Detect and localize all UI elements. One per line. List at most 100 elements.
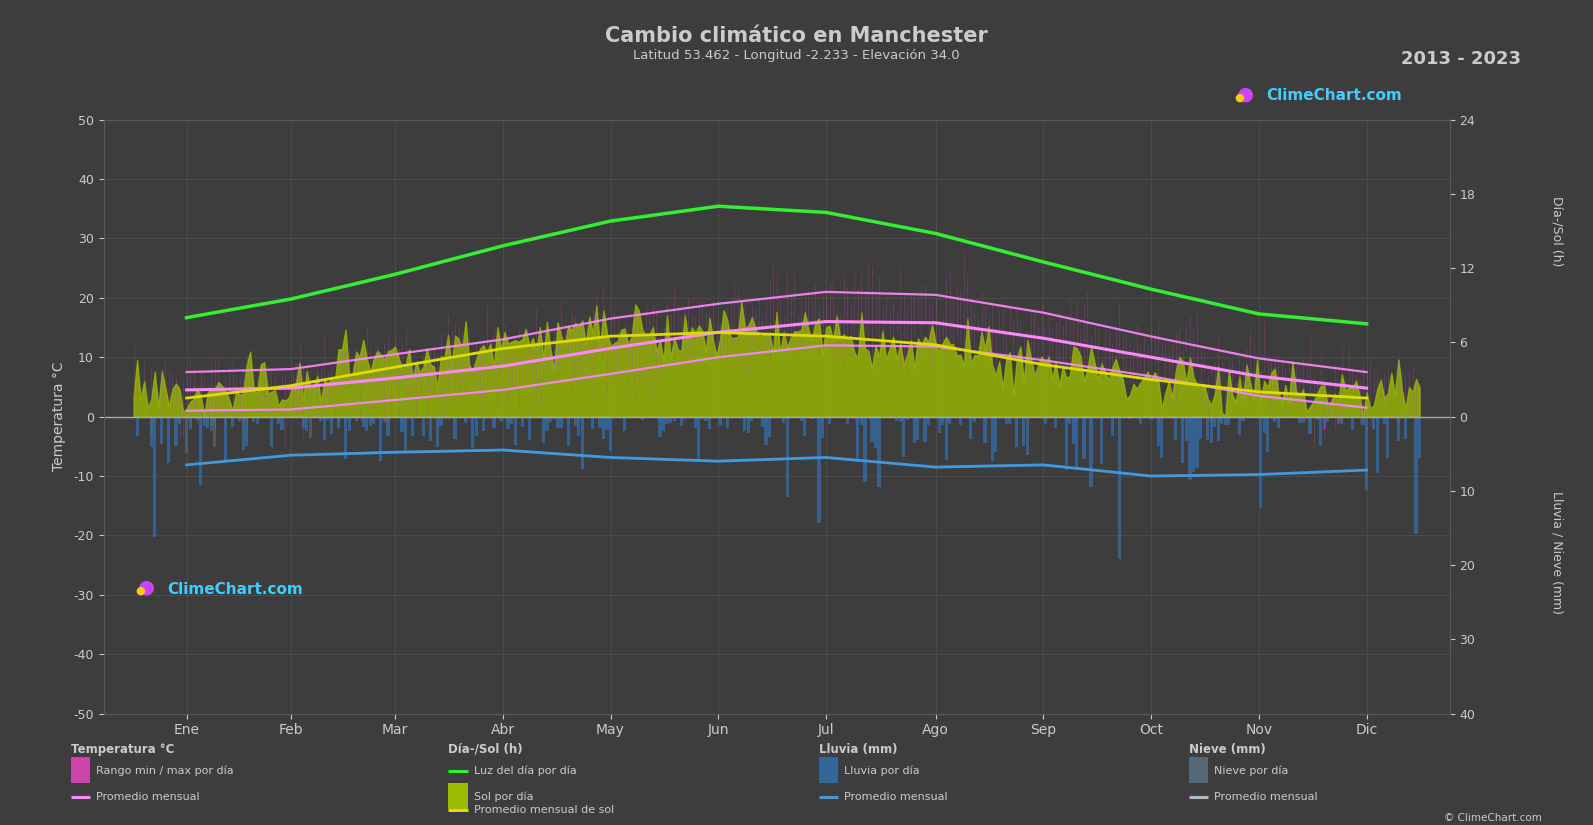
Bar xyxy=(1157,417,1160,446)
Bar xyxy=(1394,417,1397,418)
Text: 2013 - 2023: 2013 - 2023 xyxy=(1402,50,1521,68)
Bar xyxy=(347,417,350,431)
Bar xyxy=(1064,417,1067,470)
Bar xyxy=(913,417,916,443)
Bar xyxy=(202,417,205,427)
Bar xyxy=(969,417,972,439)
Text: Promedio mensual de sol: Promedio mensual de sol xyxy=(473,804,613,814)
Bar xyxy=(1209,417,1212,423)
Bar xyxy=(454,417,457,439)
Bar xyxy=(892,417,895,418)
Bar xyxy=(150,417,153,436)
Bar xyxy=(1118,417,1121,559)
Bar xyxy=(500,417,503,421)
Bar xyxy=(599,417,602,428)
Text: ●: ● xyxy=(135,586,145,596)
Text: Luz del día por día: Luz del día por día xyxy=(473,766,577,775)
Bar xyxy=(898,417,902,422)
Text: Día-/Sol (h): Día-/Sol (h) xyxy=(448,742,523,756)
Bar xyxy=(938,417,941,433)
Bar xyxy=(640,417,644,420)
Bar xyxy=(237,417,241,422)
Bar xyxy=(196,417,199,420)
Bar xyxy=(1276,417,1279,428)
Bar xyxy=(817,417,820,522)
Bar xyxy=(411,417,414,436)
Bar xyxy=(1308,417,1311,434)
Bar xyxy=(680,417,683,426)
Bar xyxy=(860,417,863,425)
Bar xyxy=(542,417,545,443)
Bar xyxy=(336,417,339,427)
Bar xyxy=(902,417,905,457)
Bar xyxy=(1072,417,1075,445)
Bar xyxy=(1258,417,1262,418)
Text: Sol por día: Sol por día xyxy=(473,791,534,802)
Bar xyxy=(242,417,245,450)
Bar xyxy=(327,417,330,420)
Text: ●: ● xyxy=(1236,84,1254,103)
Bar xyxy=(545,417,548,431)
Bar xyxy=(811,417,814,419)
Bar xyxy=(591,417,594,429)
Bar xyxy=(878,417,881,488)
Bar xyxy=(1206,417,1209,441)
Bar xyxy=(1200,417,1203,439)
Bar xyxy=(744,417,747,431)
Bar xyxy=(800,417,803,421)
Bar xyxy=(1182,417,1185,464)
Bar xyxy=(948,417,951,424)
Bar xyxy=(768,417,771,437)
Bar xyxy=(1185,417,1188,441)
Bar xyxy=(906,417,910,420)
Bar xyxy=(252,417,255,422)
Bar xyxy=(1160,417,1163,459)
Bar xyxy=(698,417,701,462)
Bar xyxy=(1263,417,1266,433)
Bar xyxy=(602,417,605,439)
Text: Promedio mensual: Promedio mensual xyxy=(96,792,199,802)
Bar xyxy=(1055,417,1058,428)
Bar xyxy=(1298,417,1301,422)
Bar xyxy=(1351,417,1354,430)
Bar xyxy=(277,417,280,425)
Bar xyxy=(446,417,449,419)
Bar xyxy=(1171,417,1174,419)
Bar xyxy=(255,417,258,424)
Bar xyxy=(648,417,652,418)
Bar xyxy=(269,417,272,446)
Text: Día-/Sol (h): Día-/Sol (h) xyxy=(1550,196,1564,266)
Bar xyxy=(669,417,672,423)
Bar xyxy=(153,417,156,537)
Bar xyxy=(803,417,806,436)
Bar xyxy=(527,417,530,440)
Bar xyxy=(382,417,386,422)
Bar xyxy=(1015,417,1018,446)
Bar xyxy=(185,417,188,453)
Bar xyxy=(550,417,553,422)
Bar xyxy=(846,417,849,424)
Bar xyxy=(309,417,312,438)
Bar xyxy=(213,417,217,425)
Bar xyxy=(828,417,832,424)
Bar xyxy=(344,417,347,459)
Text: Nieve (mm): Nieve (mm) xyxy=(1188,742,1266,756)
Bar xyxy=(368,417,371,427)
Bar xyxy=(448,783,468,808)
Bar xyxy=(1008,417,1012,424)
Bar xyxy=(1209,417,1212,442)
Bar xyxy=(1174,417,1177,440)
Bar xyxy=(765,417,768,445)
Text: Cambio climático en Manchester: Cambio climático en Manchester xyxy=(605,26,988,46)
Bar xyxy=(150,417,153,447)
Bar xyxy=(559,417,562,427)
Bar xyxy=(924,417,927,442)
Bar xyxy=(857,417,860,462)
Bar xyxy=(362,417,365,427)
Bar xyxy=(663,417,666,431)
Bar xyxy=(863,417,867,483)
Bar xyxy=(1305,417,1308,418)
Bar xyxy=(927,417,930,426)
Bar xyxy=(750,417,753,421)
Bar xyxy=(959,417,962,425)
